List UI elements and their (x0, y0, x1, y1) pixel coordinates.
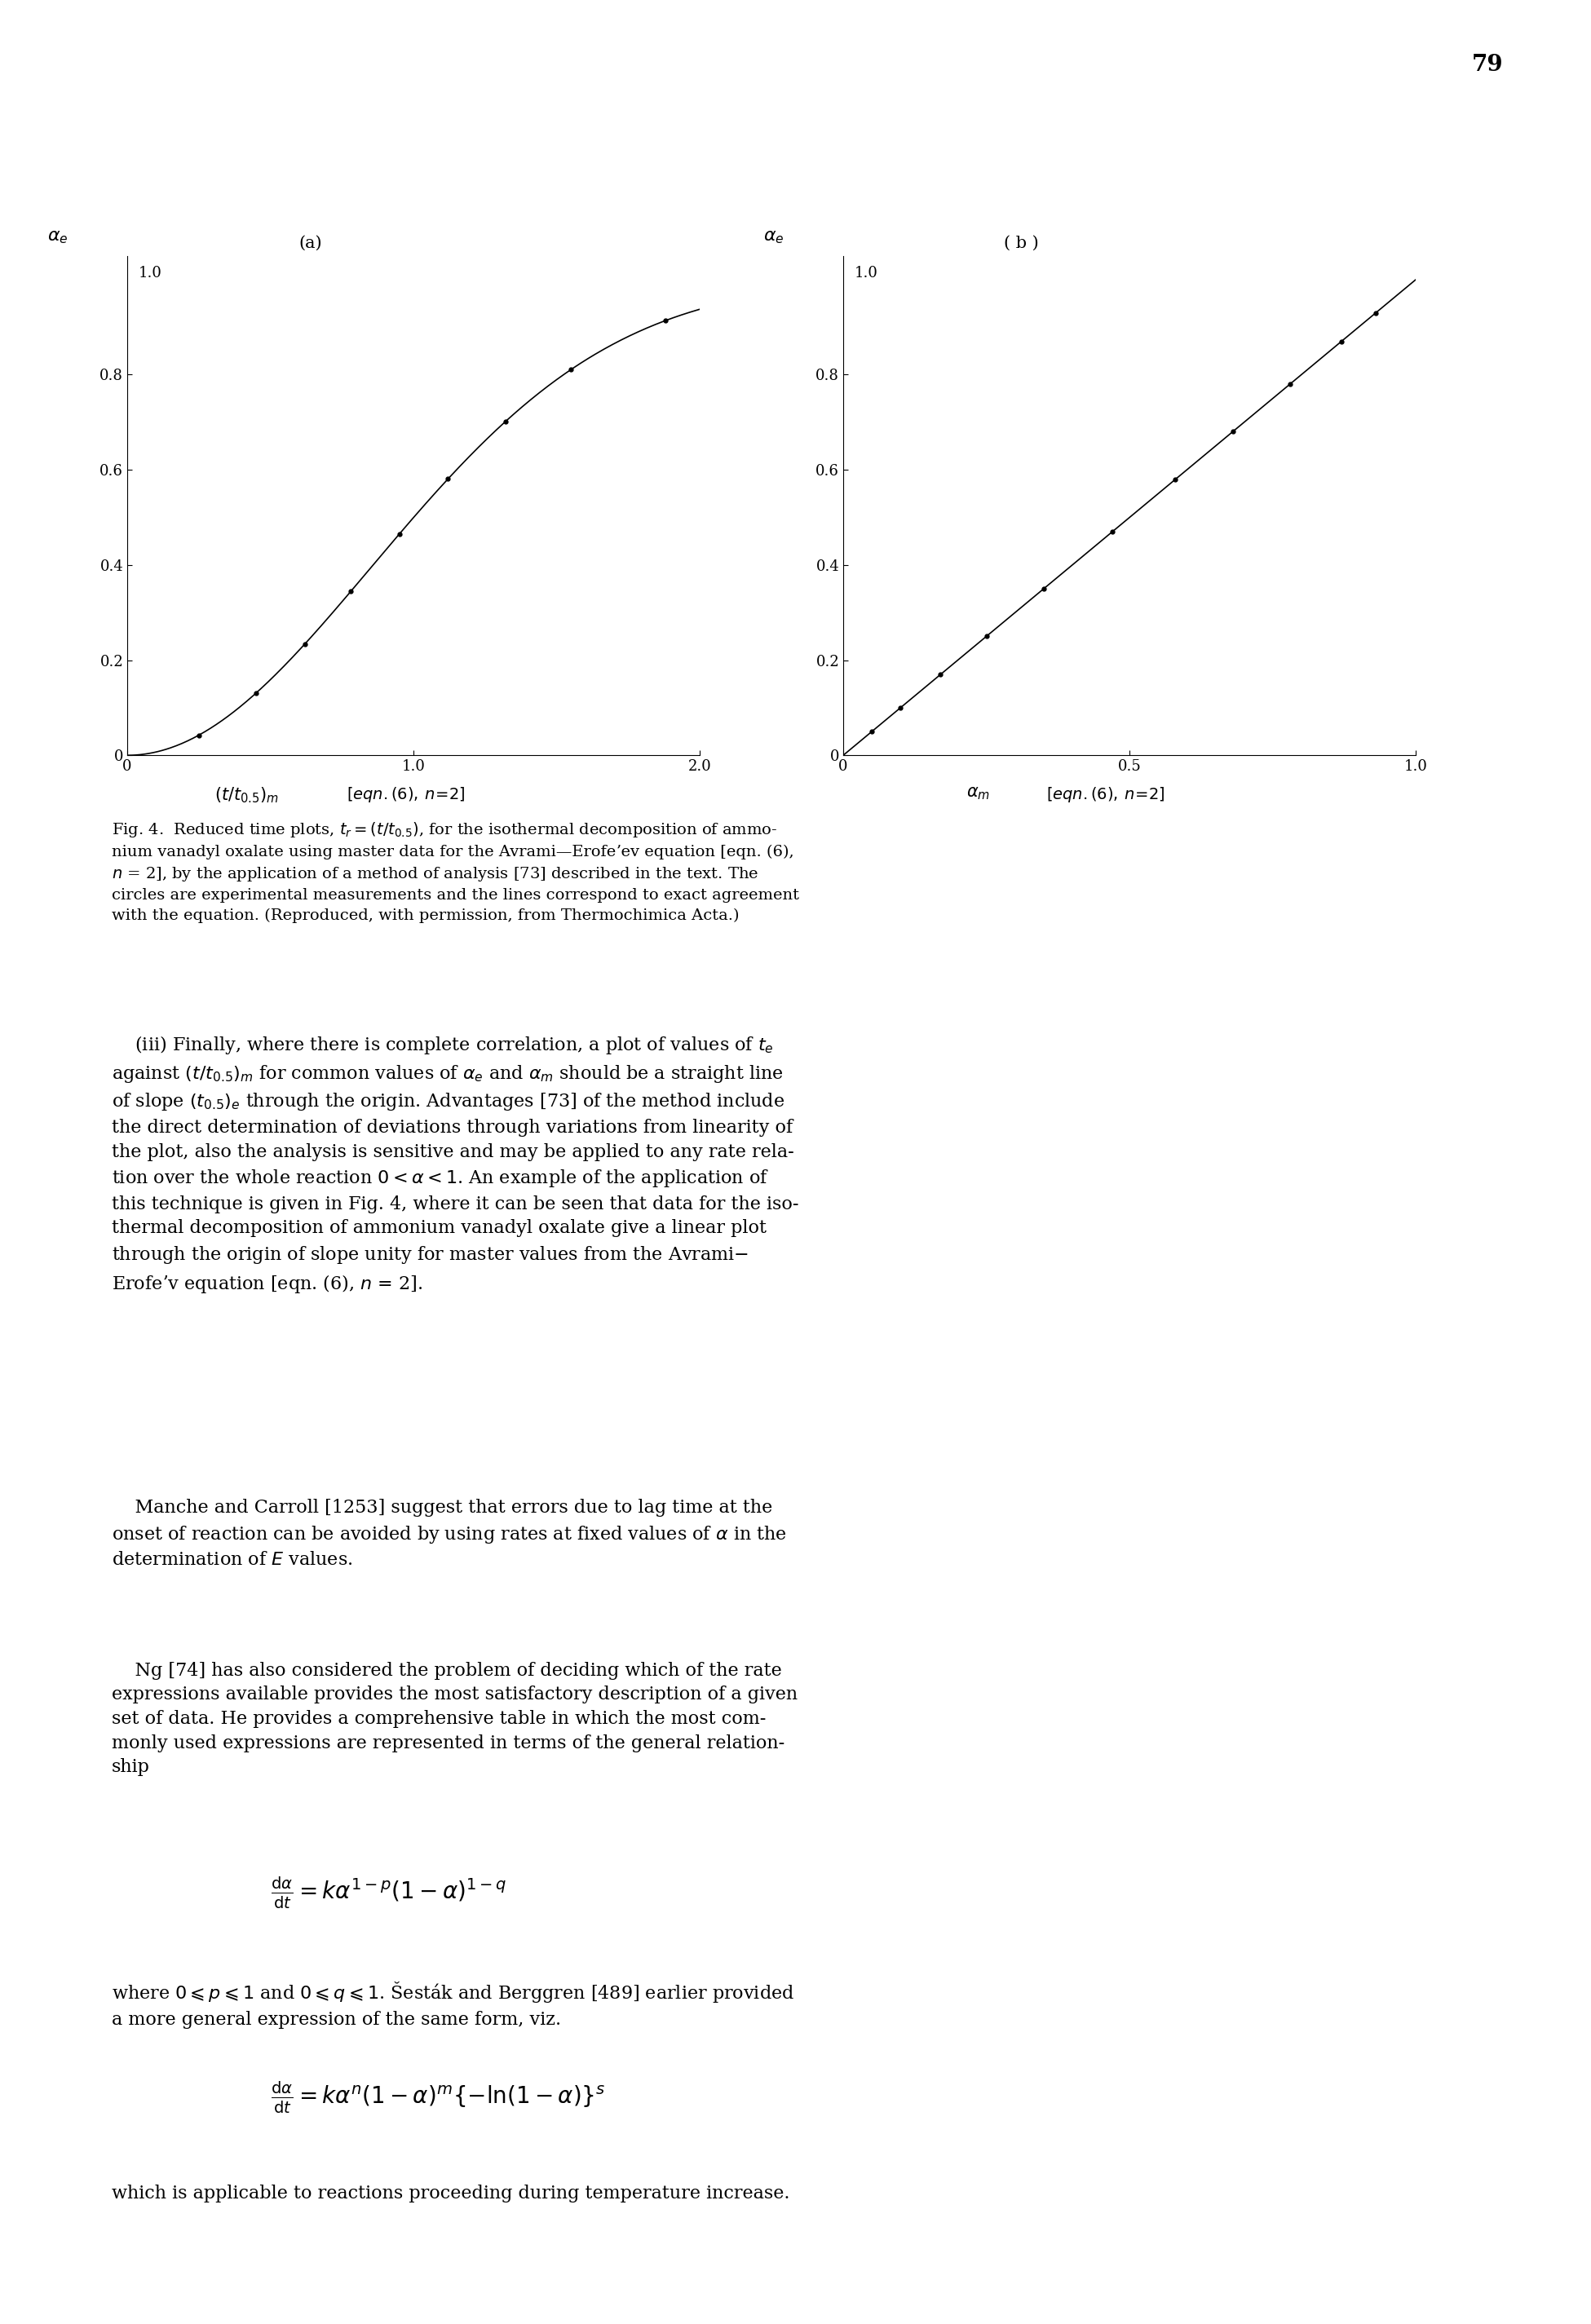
Text: ( b ): ( b ) (1004, 235, 1039, 251)
Text: which is applicable to reactions proceeding during temperature increase.: which is applicable to reactions proceed… (111, 2185, 789, 2203)
Text: $\alpha_m$: $\alpha_m$ (967, 786, 990, 802)
Text: (iii) Finally, where there is complete correlation, a plot of values of $t_e$
ag: (iii) Finally, where there is complete c… (111, 1034, 799, 1294)
Text: Fig. 4.  Reduced time plots, $t_r = (t/t_{0.5})$, for the isothermal decompositi: Fig. 4. Reduced time plots, $t_r = (t/t_… (111, 820, 799, 923)
Text: 1.0: 1.0 (854, 265, 878, 281)
Text: $\frac{\mathrm{d}\alpha}{\mathrm{d}t} = k\alpha^n(1-\alpha)^m\{-\ln(1-\alpha)\}^: $\frac{\mathrm{d}\alpha}{\mathrm{d}t} = … (270, 2080, 605, 2115)
Text: $[\mathit{eqn.}(6),\,n\!=\!2]$: $[\mathit{eqn.}(6),\,n\!=\!2]$ (1047, 786, 1165, 804)
Text: $\frac{\mathrm{d}\alpha}{\mathrm{d}t} = k\alpha^{1-p}(1-\alpha)^{1-q}$: $\frac{\mathrm{d}\alpha}{\mathrm{d}t} = … (270, 1875, 506, 1910)
Text: Ng [74] has also considered the problem of deciding which of the rate
expression: Ng [74] has also considered the problem … (111, 1662, 797, 1776)
Text: where $0 \leqslant p \leqslant 1$ and $0 \leqslant q \leqslant 1$. Šesták and Be: where $0 \leqslant p \leqslant 1$ and $0… (111, 1980, 794, 2029)
Text: $[\mathit{eqn.}(6),\,n\!=\!2]$: $[\mathit{eqn.}(6),\,n\!=\!2]$ (347, 786, 465, 804)
Text: 79: 79 (1472, 53, 1503, 74)
Text: $\alpha_e$: $\alpha_e$ (48, 228, 68, 246)
Text: $(t/t_{0.5})_m$: $(t/t_{0.5})_m$ (215, 786, 278, 804)
Text: (a): (a) (299, 235, 323, 251)
Text: Manche and Carroll [1253] suggest that errors due to lag time at the
onset of re: Manche and Carroll [1253] suggest that e… (111, 1499, 786, 1569)
Text: $\alpha_e$: $\alpha_e$ (764, 228, 784, 246)
Text: 1.0: 1.0 (138, 265, 162, 281)
